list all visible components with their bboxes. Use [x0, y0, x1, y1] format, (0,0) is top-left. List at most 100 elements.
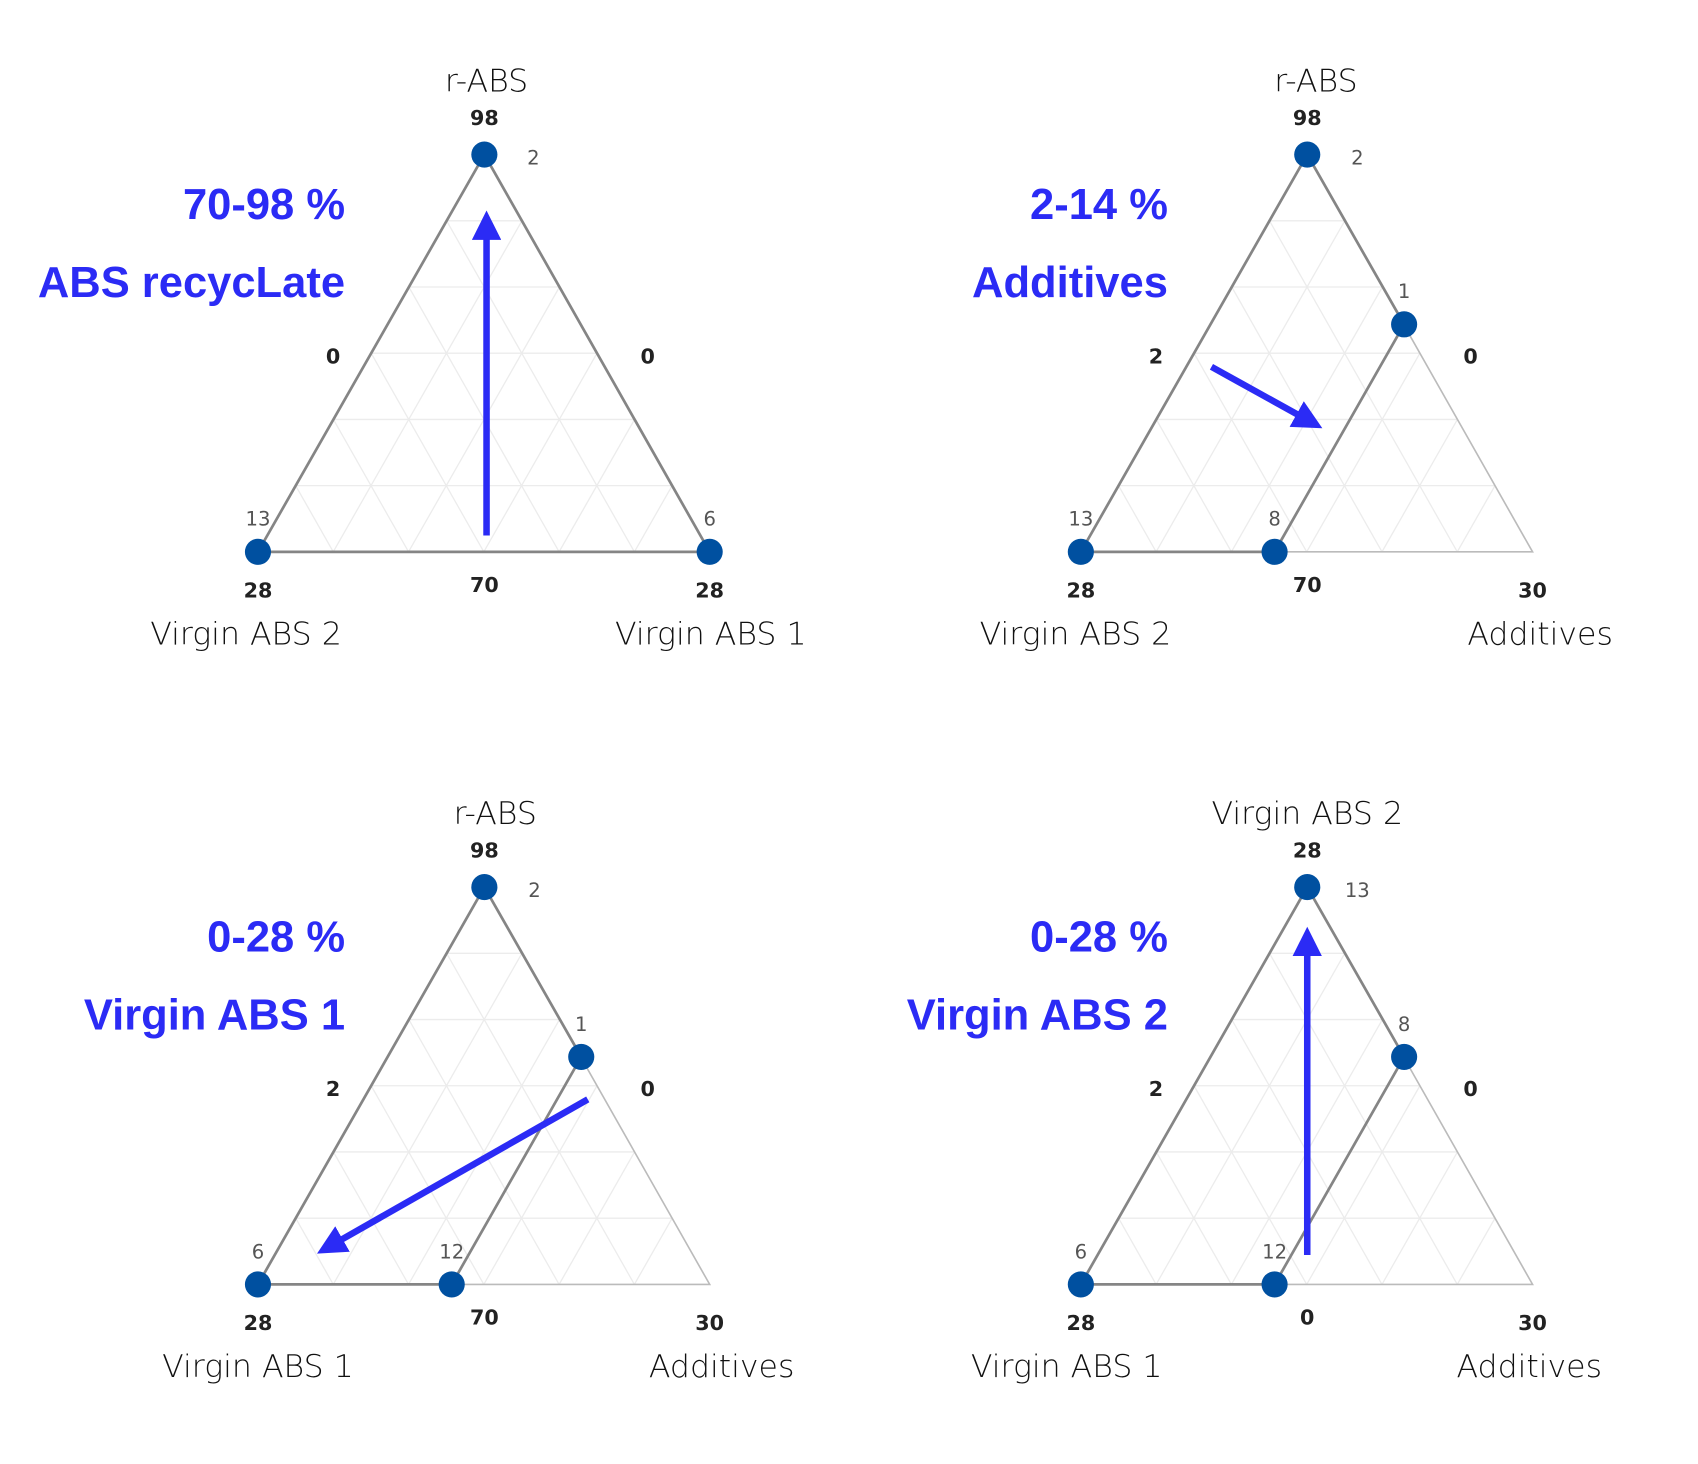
- direction-arrow: [316, 1096, 590, 1254]
- tick-label-top-minor: 13: [1345, 879, 1370, 902]
- tick-label-right-mid: 0: [1463, 345, 1477, 369]
- data-point: [696, 538, 723, 565]
- grid-line: [1155, 952, 1346, 1285]
- axis-label-top: r-ABS: [445, 63, 528, 99]
- data-point: [1261, 538, 1288, 565]
- grid-line: [370, 1085, 485, 1285]
- tick-label-left-minor: 6: [1075, 1240, 1087, 1263]
- axis-label-top: r-ABS: [454, 796, 537, 832]
- tick-label-left-max: 28: [244, 1311, 273, 1335]
- grid-line: [1268, 952, 1458, 1285]
- grid-lines: [295, 952, 673, 1285]
- grid-line: [446, 220, 635, 553]
- data-point: [568, 1043, 595, 1070]
- axis-label-right: Virgin ABS 1: [615, 616, 807, 652]
- ternary-panel-3: 0-28 % Virgin ABS 1 r-ABS Virgin ABS 1 Addit…: [84, 796, 795, 1385]
- tick-label-inner-minor: 1: [1398, 280, 1410, 303]
- axis-label-top: Virgin ABS 2: [1211, 796, 1403, 832]
- tick-label-right-max: 30: [1518, 1311, 1547, 1335]
- feasible-region: [255, 151, 713, 554]
- grid-line: [332, 220, 523, 553]
- tick-label-left-minor: 13: [246, 508, 271, 531]
- tick-label-top-minor: 2: [1351, 146, 1363, 169]
- grid-line: [1193, 1085, 1308, 1285]
- tick-label-left-minor: 13: [1068, 508, 1093, 531]
- tick-label-top-max: 28: [1293, 839, 1322, 863]
- tick-label-right-minor: 6: [703, 508, 715, 531]
- tick-label-top-minor: 2: [528, 879, 540, 902]
- grid-line: [446, 952, 635, 1285]
- axis-label-left: Virgin ABS 1: [971, 1349, 1163, 1385]
- tick-label-inner-bottom-minor: 8: [1268, 508, 1280, 531]
- grid-line: [633, 485, 673, 553]
- axis-label-right: Additives: [1467, 616, 1612, 652]
- tick-label-bottom-mid: 70: [1293, 573, 1322, 597]
- grid-line: [1306, 352, 1421, 553]
- tick-label-top-max: 98: [1293, 106, 1322, 130]
- axis-label-right: Additives: [649, 1349, 795, 1385]
- direction-arrow: [1209, 363, 1323, 429]
- range-title: 0-28 %: [1030, 913, 1168, 961]
- range-title: 0-28 %: [207, 913, 345, 961]
- component-title: Additives: [972, 259, 1168, 307]
- grid-line: [1306, 1085, 1421, 1285]
- axis-label-left: Virgin ABS 1: [162, 1349, 354, 1385]
- data-point: [1294, 874, 1321, 901]
- grid-line: [1118, 1217, 1157, 1285]
- tick-label-inner-bottom-minor: 12: [439, 1240, 464, 1263]
- tick-label-right-mid: 0: [640, 345, 654, 369]
- range-title: 70-98 %: [183, 181, 345, 229]
- grid-lines: [1118, 952, 1496, 1285]
- ternary-panel-4: 0-28 % Virgin ABS 2 Virgin ABS 2 Virgin ABS…: [907, 796, 1602, 1385]
- data-point: [1294, 141, 1321, 168]
- axis-label-left: Virgin ABS 2: [980, 616, 1172, 652]
- grid-line: [295, 485, 334, 553]
- data-point: [1067, 1271, 1094, 1298]
- grid-line: [370, 352, 485, 553]
- tick-label-left-max: 28: [1066, 1311, 1095, 1335]
- grid-line: [332, 952, 523, 1285]
- tick-label-right-max: 28: [695, 579, 724, 603]
- data-point: [244, 1271, 272, 1298]
- ternary-panel-2: 2-14 % Additives r-ABS Virgin ABS 2 Additive…: [972, 63, 1613, 652]
- tick-label-bottom-mid: 0: [1300, 1306, 1314, 1330]
- component-title: ABS recycLate: [38, 259, 345, 307]
- tick-label-left-max: 28: [1066, 579, 1095, 603]
- tick-label-left-mid: 2: [326, 1077, 340, 1101]
- data-point: [1391, 311, 1418, 338]
- tick-label-top-max: 98: [470, 106, 499, 130]
- ternary-panel-1: 70-98 % ABS recycLate r-ABS Virgin ABS 2 Vir…: [38, 63, 807, 652]
- grid-line: [295, 1217, 334, 1285]
- tick-label-top-minor: 2: [527, 146, 539, 169]
- data-point: [1067, 538, 1094, 565]
- tick-label-inner-minor: 8: [1398, 1013, 1410, 1036]
- data-point: [438, 1271, 465, 1298]
- tick-label-left-mid: 2: [1149, 345, 1163, 369]
- tick-label-right-max: 30: [1518, 579, 1547, 603]
- grid-line: [483, 1085, 598, 1285]
- grid-line: [1456, 485, 1496, 553]
- tick-label-bottom-mid: 70: [470, 573, 499, 597]
- tick-label-inner-bottom-minor: 12: [1262, 1240, 1287, 1263]
- tick-label-right-mid: 0: [1463, 1077, 1477, 1101]
- grid-line: [633, 1217, 673, 1285]
- component-title: Virgin ABS 1: [84, 992, 345, 1040]
- tick-label-right-max: 30: [695, 1311, 724, 1335]
- grid-line: [483, 352, 598, 553]
- tick-label-left-mid: 2: [1149, 1077, 1163, 1101]
- axis-label-top: r-ABS: [1274, 63, 1357, 99]
- tick-label-top-max: 98: [470, 839, 499, 863]
- tick-label-bottom-mid: 70: [470, 1306, 499, 1330]
- range-title: 2-14 %: [1030, 181, 1168, 229]
- tick-label-right-mid: 0: [640, 1077, 654, 1101]
- grid-line: [1456, 1217, 1496, 1285]
- grid-line: [1118, 485, 1157, 553]
- data-point: [1261, 1271, 1288, 1298]
- tick-label-left-mid: 0: [326, 345, 340, 369]
- data-point: [1391, 1043, 1418, 1070]
- tick-label-left-max: 28: [244, 579, 273, 603]
- grid-line: [1193, 352, 1308, 553]
- data-point: [244, 538, 272, 565]
- component-title: Virgin ABS 2: [907, 992, 1168, 1040]
